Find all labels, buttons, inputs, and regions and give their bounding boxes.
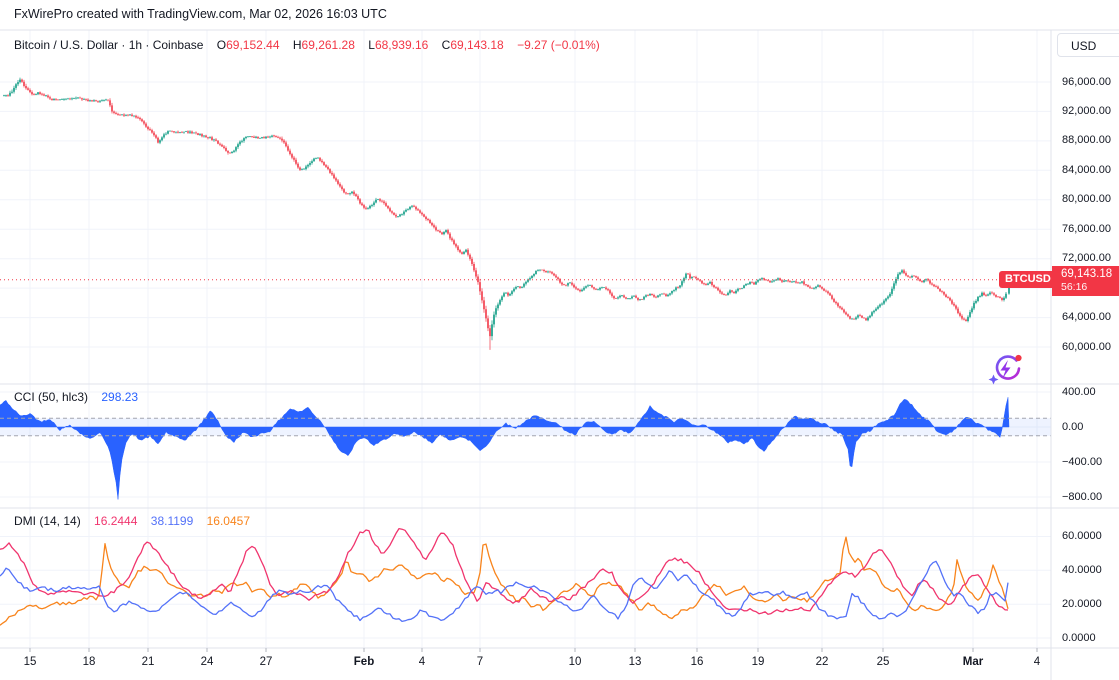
- ai-sparkle-icon[interactable]: [986, 349, 1026, 389]
- price-axis-label: 64,000.00: [1062, 311, 1111, 324]
- time-axis-label: 24: [200, 656, 214, 668]
- price-axis-label: 60,000.00: [1062, 340, 1111, 353]
- time-axis-label: 7: [476, 656, 484, 668]
- time-axis-label: 10: [568, 656, 582, 668]
- cci-current-value: 298.23: [101, 390, 139, 404]
- time-axis-label: 4: [418, 656, 426, 668]
- time-axis-label: Mar: [962, 656, 984, 668]
- dmi-minus-di-value: 16.0457: [206, 514, 250, 528]
- time-axis-label: 4: [1033, 656, 1041, 668]
- price-axis-label: 92,000.00: [1062, 104, 1111, 117]
- lightning-bolt-icon: [1000, 360, 1011, 379]
- gridlines: [0, 30, 1051, 648]
- red-dot: [1015, 354, 1022, 362]
- time-axis-label: 21: [141, 656, 155, 668]
- dmi-axis-label: 20.0000: [1062, 597, 1102, 610]
- ohlc-open-value: 69,152.44: [226, 38, 280, 52]
- ohlc-high-label: H: [292, 38, 302, 52]
- dmi-axis[interactable]: [1051, 508, 1119, 648]
- price-axis-label: 84,000.00: [1062, 163, 1111, 176]
- dmi-legend: DMI (14, 14) 16.2444 38.1199 16.0457: [14, 514, 250, 528]
- dmi-plus-di-line: [0, 560, 1009, 623]
- time-axis-label: 15: [23, 656, 37, 668]
- cci-axis-label: −800.00: [1062, 490, 1103, 503]
- dmi-adx-value: 16.2444: [94, 514, 138, 528]
- ohlc-open-label: O: [216, 38, 227, 52]
- cci-axis[interactable]: [1051, 384, 1119, 508]
- dmi-plus-di-value: 38.1199: [150, 514, 194, 528]
- dmi-axis-label: 60.0000: [1062, 530, 1102, 542]
- price-axis-label: 88,000.00: [1062, 134, 1111, 147]
- candle-bodies-up: [3, 79, 1010, 337]
- ohlc-close-label: C: [441, 38, 451, 52]
- candle-wicks-up: [3, 77, 1010, 341]
- cci-axis-label: −400.00: [1062, 455, 1103, 468]
- time-axis-label: 18: [82, 656, 96, 668]
- attribution-header: FxWirePro created with TradingView.com, …: [14, 7, 387, 21]
- price-line-symbol-label: BTCUSD: [999, 271, 1057, 288]
- dmi-adx-line: [0, 527, 1009, 615]
- dmi-axis-label: 0.0000: [1062, 631, 1096, 644]
- ohlc-low-value: 68,939.16: [374, 38, 429, 52]
- candle-bodies-down: [7, 79, 1003, 337]
- cci-title[interactable]: CCI (50, hlc3): [14, 390, 89, 404]
- price-axis-label: 72,000.00: [1062, 252, 1111, 265]
- time-axis-label: 27: [259, 656, 273, 668]
- change-value: −9.27 (−0.01%): [517, 38, 600, 52]
- symbol-legend: Bitcoin / U.S. Dollar · 1h · Coinbase O6…: [14, 38, 600, 52]
- cci-axis-label: 0.00: [1062, 420, 1084, 433]
- last-price-badge[interactable]: 69,143.18 56:16: [1052, 266, 1119, 296]
- cci-area: [0, 397, 1010, 500]
- ohlc-close-value: 69,143.18: [450, 38, 504, 52]
- time-axis-label: 25: [876, 656, 890, 668]
- bar-countdown: 56:16: [1061, 281, 1088, 293]
- ohlc-low-label: L: [368, 38, 375, 52]
- currency-usd-button[interactable]: USD: [1057, 33, 1119, 57]
- last-price-value: 69,143.18: [1061, 268, 1113, 280]
- ohlc-high-value: 69,261.28: [301, 38, 355, 52]
- cci-axis-label: 400.00: [1062, 385, 1096, 398]
- symbol-title[interactable]: Bitcoin / U.S. Dollar · 1h · Coinbase: [14, 38, 204, 52]
- price-axis-label: 80,000.00: [1062, 193, 1111, 206]
- time-axis-label: 22: [815, 656, 829, 668]
- price-axis-label: 76,000.00: [1062, 222, 1111, 235]
- candle-wicks-down: [7, 78, 1003, 350]
- swirl-arc: [995, 355, 1021, 380]
- dmi-axis-label: 40.0000: [1062, 563, 1102, 576]
- dmi-title[interactable]: DMI (14, 14): [14, 514, 81, 528]
- price-axis-label: 96,000.00: [1062, 75, 1111, 88]
- time-axis-label: 13: [628, 656, 642, 668]
- time-axis[interactable]: [0, 648, 1119, 680]
- time-axis-label: Feb: [353, 656, 375, 668]
- time-axis-label: 16: [690, 656, 704, 668]
- time-axis-label: 19: [751, 656, 765, 668]
- sparkle-star-icon: [988, 374, 999, 385]
- cci-legend: CCI (50, hlc3) 298.23: [14, 390, 138, 404]
